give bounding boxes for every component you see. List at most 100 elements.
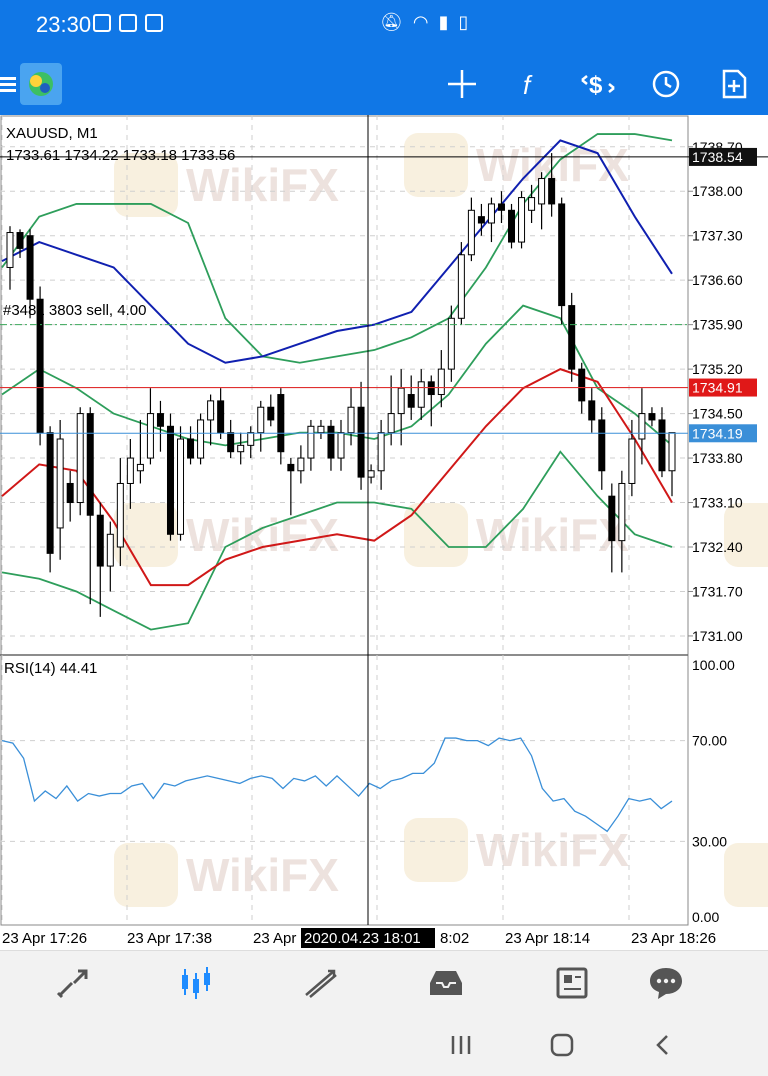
- crosshair-time-bg: [301, 928, 435, 948]
- candle-bear: [16, 232, 24, 249]
- overlay: 1738.54 1734.91 1734.19 23 Apr 17:26 23 Apr …: [0, 115, 768, 948]
- candle: [598, 407, 606, 490]
- rsi-tick: 0.00: [692, 909, 719, 925]
- candle-bull: [377, 432, 385, 472]
- chart-icon[interactable]: [170, 961, 222, 1005]
- candle-bull: [257, 406, 265, 434]
- ohlc-label: 1733.61 1734.22 1733.18 1733.56: [6, 147, 235, 164]
- bid-price-tag-bg: [689, 424, 757, 443]
- candle: [327, 419, 335, 471]
- candle-bull: [76, 413, 84, 504]
- status-notification-icons: [93, 14, 163, 32]
- indicator-lines: [1, 133, 673, 833]
- candle: [437, 350, 445, 408]
- candle: [217, 388, 225, 439]
- candles: [6, 153, 676, 617]
- candle-bull: [116, 482, 124, 548]
- candle: [608, 483, 616, 573]
- candle-bull: [668, 432, 676, 472]
- candle: [337, 419, 345, 471]
- candle-bear: [658, 419, 666, 472]
- candle: [146, 388, 154, 465]
- candle-bear: [277, 394, 285, 453]
- candle-bear: [508, 209, 516, 243]
- candle-bull: [146, 413, 154, 459]
- price-tick: 1733.80: [692, 450, 743, 466]
- candle-bear: [427, 381, 435, 396]
- candle-bull: [417, 381, 425, 408]
- candle-bull: [207, 400, 215, 421]
- candle: [357, 381, 365, 490]
- svg-text:f: f: [523, 70, 533, 100]
- candle-bull: [538, 178, 546, 205]
- candle: [628, 419, 636, 497]
- candle-bear: [648, 413, 656, 421]
- price-tick: 1731.00: [692, 628, 743, 644]
- watermark-text: WikiFX: [186, 509, 339, 561]
- price-chart[interactable]: WikiFXWikiFXWikiFXWikiFXWikiFXWikiFXWiki…: [0, 115, 768, 950]
- candle: [166, 413, 174, 541]
- candle: [257, 400, 265, 452]
- trade-icon[interactable]: [294, 961, 346, 1005]
- recents-icon[interactable]: [441, 1028, 481, 1062]
- chart-area[interactable]: WikiFXWikiFXWikiFXWikiFXWikiFXWikiFXWiki…: [0, 115, 768, 950]
- candle: [16, 229, 24, 258]
- crosshair-icon[interactable]: [440, 62, 484, 106]
- time-label: 23 Apr 17:38: [127, 930, 212, 947]
- status-bar: 23:30 🔕︎ ◠ ▮ ▯: [0, 0, 768, 52]
- watermark-logo: [114, 153, 178, 217]
- candle: [267, 394, 275, 427]
- candle: [187, 426, 195, 465]
- paw-icon: [119, 14, 137, 32]
- new-order-icon[interactable]: [712, 62, 756, 106]
- candle: [377, 419, 385, 490]
- metatrader-logo[interactable]: [20, 63, 62, 105]
- candle: [317, 419, 325, 439]
- candle-bear: [357, 406, 365, 478]
- candle: [86, 407, 94, 605]
- menu-icon[interactable]: [0, 62, 30, 106]
- battery-icon: ▯: [458, 12, 469, 32]
- candle: [548, 153, 556, 217]
- signal-icon: ▮: [438, 12, 449, 32]
- status-system-icons: 🔕︎ ◠ ▮ ▯: [380, 12, 468, 33]
- candle-bear: [66, 482, 74, 504]
- candle-bear: [287, 463, 295, 472]
- bb-upper-line: [1, 133, 673, 364]
- news-icon[interactable]: [546, 961, 598, 1005]
- wifi-icon: ◠: [412, 12, 429, 32]
- candle-bear: [166, 425, 174, 535]
- candle: [277, 388, 285, 465]
- home-icon[interactable]: [542, 1028, 582, 1062]
- dollar-icon[interactable]: $: [576, 62, 620, 106]
- quotes-icon[interactable]: [46, 961, 98, 1005]
- candle: [367, 464, 375, 484]
- time-label: 23 Apr 18:14: [505, 930, 590, 947]
- candle: [307, 419, 315, 471]
- candle-bear: [407, 394, 415, 408]
- function-icon[interactable]: f: [508, 62, 552, 106]
- candle-bull: [518, 197, 526, 243]
- watermark-text: WikiFX: [186, 159, 339, 211]
- candle: [497, 191, 505, 223]
- candle: [568, 292, 576, 382]
- candle: [36, 286, 44, 446]
- watermark-text: WikiFX: [476, 509, 629, 561]
- watermark-logo: [404, 818, 468, 882]
- history-icon[interactable]: [420, 961, 472, 1005]
- watermark-logo: [404, 133, 468, 197]
- rsi-tick: 70.00: [692, 733, 727, 749]
- back-icon[interactable]: [643, 1028, 683, 1062]
- candle-bear: [497, 203, 505, 211]
- candle-bull: [487, 203, 495, 224]
- bb-middle-line: [1, 304, 673, 447]
- candle-bear: [588, 400, 596, 421]
- candle-bull: [337, 432, 345, 459]
- candle-bull: [126, 457, 134, 484]
- candle: [407, 375, 415, 420]
- candle-bear: [36, 298, 44, 434]
- order-label: #3481 3803 sell, 4.00: [3, 302, 146, 319]
- candle: [6, 226, 14, 290]
- clock-icon[interactable]: [644, 62, 688, 106]
- chat-icon[interactable]: [640, 961, 692, 1005]
